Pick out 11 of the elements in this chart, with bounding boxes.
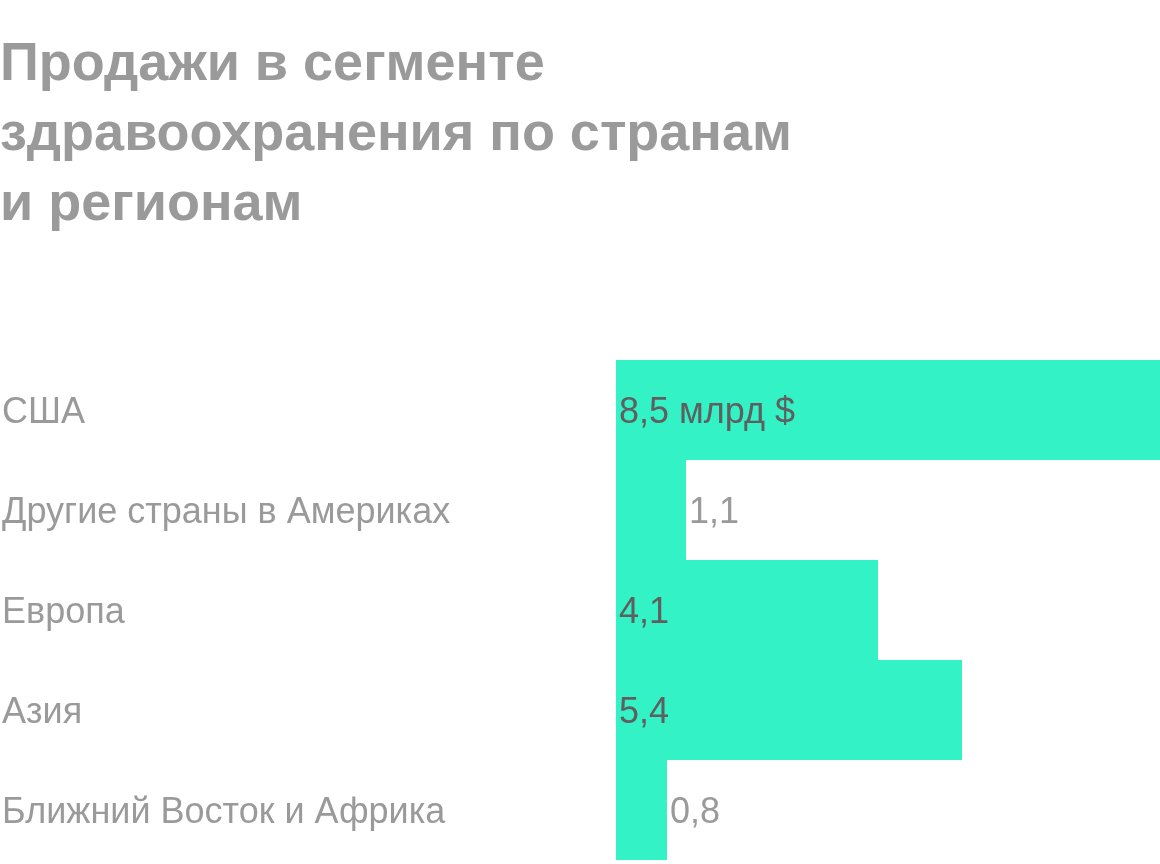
data-label: 4,1 (619, 589, 670, 631)
data-label: 8,5 млрд $ (619, 389, 796, 431)
data-label: 5,4 (619, 689, 670, 731)
data-label: 1,1 (689, 489, 740, 531)
y-tick-label: Азия (2, 690, 83, 731)
data-label: 0,8 (670, 789, 721, 831)
y-tick-label: США (2, 390, 86, 431)
y-tick-label: Ближний Восток и Африка (2, 790, 447, 831)
chart-title: Продажи в сегменте здравоохранения по странам и регионам (0, 31, 792, 232)
y-tick-label: Другие страны в Америках (2, 490, 451, 531)
y-tick-label: Европа (2, 590, 126, 631)
